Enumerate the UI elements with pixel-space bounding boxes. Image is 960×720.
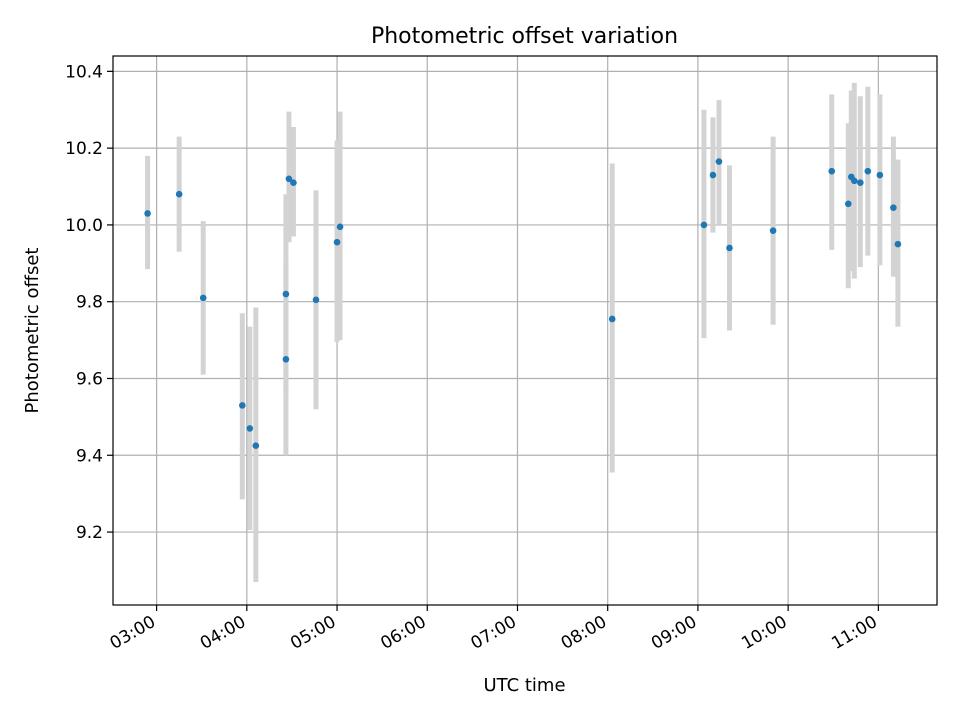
data-point	[726, 244, 733, 252]
y-axis-ticks: 9.2 9.4 9.6 9.8 10.0 10.2 10.4	[65, 62, 113, 543]
y-tick-label: 10.2	[65, 139, 103, 159]
data-point	[252, 442, 260, 449]
y-tick-label: 10.4	[65, 62, 103, 82]
data-point	[894, 240, 902, 248]
data-point	[857, 179, 864, 186]
chart-title: Photometric offset variation	[371, 24, 678, 49]
data-points	[144, 158, 902, 449]
data-point	[844, 200, 852, 208]
data-point	[290, 179, 297, 186]
data-point	[336, 223, 344, 231]
data-point	[700, 221, 708, 229]
data-point	[828, 167, 836, 175]
data-point	[282, 355, 290, 363]
y-tick-label: 9.6	[76, 369, 103, 389]
x-axis-label: UTC time	[483, 675, 565, 696]
y-tick-label: 9.8	[76, 293, 103, 313]
plot-frame	[112, 55, 938, 606]
data-point	[246, 425, 254, 432]
y-tick-label: 10.0	[65, 216, 103, 236]
data-point	[175, 190, 183, 198]
data-point	[285, 175, 293, 183]
data-point	[864, 167, 872, 175]
data-point	[144, 210, 151, 217]
data-point	[876, 171, 884, 179]
data-point	[608, 315, 616, 323]
y-tick-label: 9.2	[76, 523, 103, 543]
data-point	[709, 171, 717, 179]
data-point	[282, 290, 290, 298]
data-point	[333, 238, 341, 246]
data-point	[199, 294, 207, 302]
data-point	[850, 177, 858, 185]
y-tick-label: 9.4	[76, 446, 103, 466]
data-point	[715, 158, 723, 165]
data-point	[312, 296, 320, 304]
data-point	[239, 402, 246, 409]
data-point	[769, 227, 777, 234]
y-axis-label: Photometric offset	[22, 248, 43, 414]
data-point	[890, 204, 897, 211]
